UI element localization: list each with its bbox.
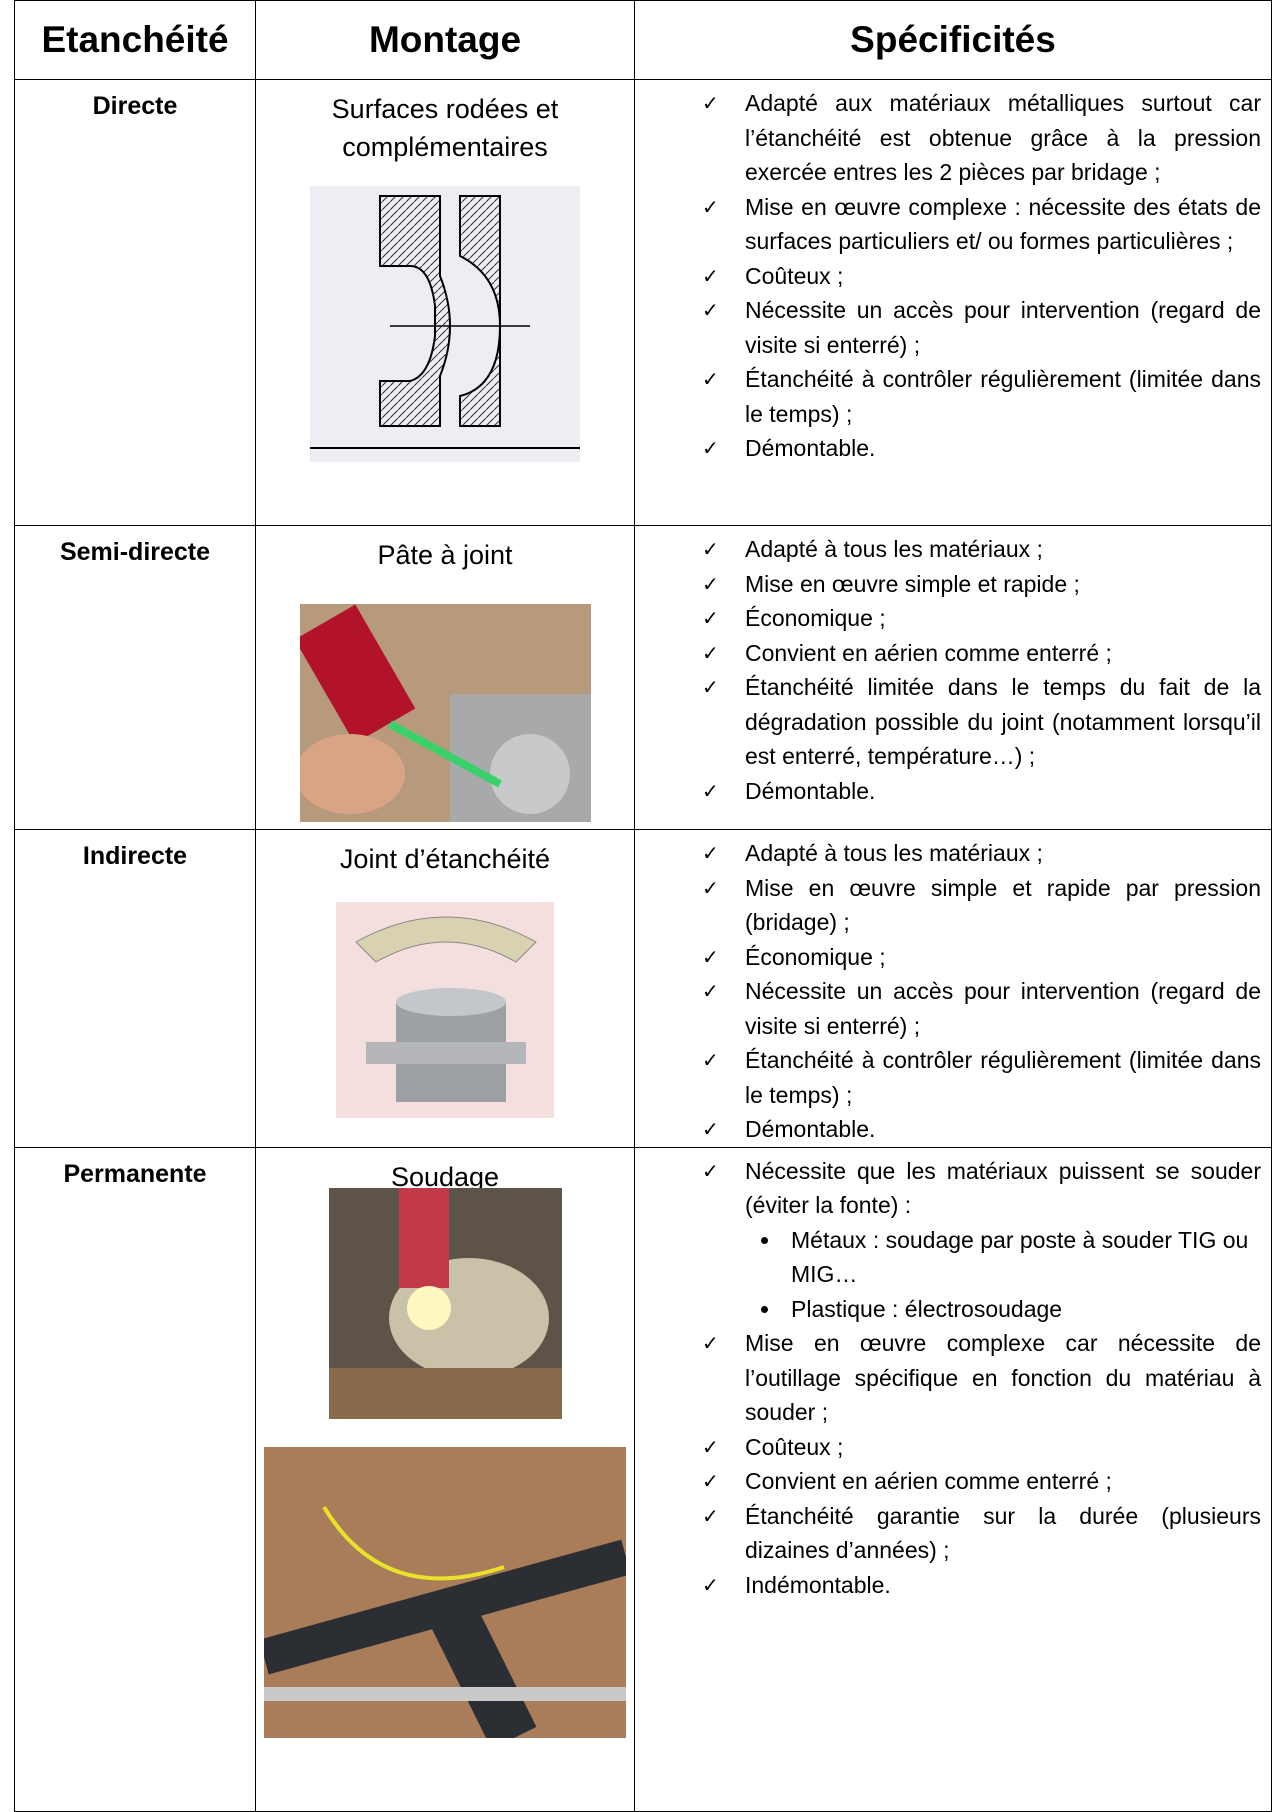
spec-list: Adapté aux matériaux métalliques surtout… — [635, 86, 1261, 466]
montage-text: Soudage — [390, 1161, 500, 1192]
spec-text: Adapté à tous les matériaux ; — [745, 536, 1043, 562]
spec-item: Étanchéité limitée dans le temps du fait… — [702, 670, 1261, 774]
spec-item: Démontable. — [702, 1112, 1261, 1147]
montage-text: Pâte à joint — [377, 540, 513, 570]
spec-item: Mise en œuvre complexe car nécessite de … — [702, 1326, 1261, 1430]
spec-item: Démontable. — [702, 774, 1261, 809]
spec-text: Convient en aérien comme enterré ; — [745, 639, 1112, 666]
header-cell: Montage — [255, 0, 635, 80]
spec-item: Adapté à tous les matériaux ; — [702, 532, 1261, 567]
spec-text: Mise en œuvre complexe : nécessite des é… — [745, 193, 1261, 255]
photo — [328, 1187, 562, 1419]
spec-list: Adapté à tous les matériaux ; Mise en œuv… — [635, 532, 1261, 808]
specs-cell: Nécessite que les matériaux puissent se … — [634, 1146, 1272, 1812]
photo — [299, 604, 591, 822]
spec-item: Nécessite que les matériaux puissent se … — [702, 1154, 1261, 1327]
spec-text: Mise en œuvre simple et rapide par press… — [745, 874, 1261, 936]
spec-item: Adapté aux matériaux métalliques surtout… — [702, 86, 1261, 190]
spec-item: Économique ; — [702, 940, 1261, 975]
row: Directe Surfaces rodées et complémentair… — [14, 79, 1272, 526]
montage-cell: Pâte à joint — [255, 525, 635, 830]
spec-text: Adapté aux matériaux métalliques surtout… — [745, 90, 1261, 185]
sub-item: Métaux : soudage par poste à souder TIG … — [761, 1223, 1261, 1292]
spec-item: Étanchéité garantie sur la durée (plusie… — [702, 1499, 1261, 1568]
spec-text: Adapté à tous les matériaux ; — [745, 840, 1043, 866]
montage-cell: Joint d’étanchéité — [255, 829, 635, 1148]
spec-text: Économique ; — [745, 605, 886, 631]
montage-text: Surfaces rodées et complémentaires — [331, 94, 559, 162]
spec-item: Démontable. — [702, 431, 1261, 466]
spec-text: Mise en œuvre simple et rapide ; — [745, 570, 1080, 597]
spec-item: Nécessite un accès pour intervention (re… — [702, 974, 1261, 1043]
spec-text: Étanchéité à contrôler régulièrement (li… — [745, 1047, 1261, 1108]
spec-item: Coûteux ; — [702, 259, 1261, 294]
sub-list: Métaux : soudage par poste à souder TIG … — [745, 1223, 1261, 1327]
spec-item: Étanchéité à contrôler régulièrement (li… — [702, 362, 1261, 431]
montage-text: Joint d’étanchéité — [339, 844, 551, 874]
type-cell: Semi-directe — [14, 525, 256, 830]
spec-item: Coûteux ; — [702, 1430, 1261, 1465]
spec-item: Adapté à tous les matériaux ; — [702, 836, 1261, 871]
spec-item: Mise en œuvre simple et rapide ; — [702, 567, 1261, 602]
spec-item: Étanchéité à contrôler régulièrement (li… — [702, 1043, 1261, 1112]
montage-cell: Surfaces rodées et complémentaires — [255, 79, 635, 526]
spec-text: Économique ; — [745, 943, 886, 970]
specs-cell: Adapté à tous les matériaux ; Mise en œuv… — [634, 525, 1272, 830]
spec-text: Nécessite un accès pour intervention (re… — [745, 978, 1261, 1039]
spec-text: Indémontable. — [745, 1571, 891, 1598]
type-cell: Directe — [14, 79, 256, 526]
spec-text: Étanchéité garantie sur la durée (plusie… — [745, 1502, 1261, 1564]
spec-item: Indémontable. — [702, 1568, 1261, 1603]
spec-text: Démontable. — [745, 435, 876, 461]
row: Indirecte Joint d’étanchéité Adapté à to… — [14, 829, 1272, 1148]
row: Semi-directe Pâte à joint Adapté à tous … — [14, 525, 1272, 830]
sealing-table: Etanchéité Montage Spécificités Directe … — [14, 0, 1272, 1812]
spec-text: Convient en aérien comme enterré ; — [745, 1468, 1112, 1494]
type-cell: Permanente — [14, 1146, 256, 1812]
spec-item: Économique ; — [702, 601, 1261, 636]
spec-list: Nécessite que les matériaux puissent se … — [635, 1154, 1261, 1603]
photo — [264, 1446, 626, 1738]
sub-item: Plastique : électrosoudage — [761, 1292, 1261, 1327]
diagram-image — [310, 186, 580, 462]
spec-item: Mise en œuvre simple et rapide par press… — [702, 871, 1261, 940]
specs-cell: Adapté à tous les matériaux ; Mise en œuv… — [634, 829, 1272, 1148]
spec-text: Étanchéité à contrôler régulièrement (li… — [745, 366, 1261, 427]
spec-list: Adapté à tous les matériaux ; Mise en œuv… — [635, 836, 1261, 1147]
montage-cell: Soudage — [255, 1146, 635, 1812]
spec-text: Nécessite un accès pour intervention (re… — [745, 297, 1261, 358]
spec-text: Nécessite que les matériaux puissent se … — [745, 1157, 1261, 1219]
spec-text: Mise en œuvre complexe car nécessite de … — [745, 1330, 1261, 1425]
spec-item: Nécessite un accès pour intervention (re… — [702, 293, 1261, 362]
specs-cell: Adapté aux matériaux métalliques surtout… — [634, 79, 1272, 526]
photo — [336, 902, 554, 1118]
spec-text: Démontable. — [745, 777, 876, 804]
spec-item: Convient en aérien comme enterré ; — [702, 636, 1261, 671]
header-row: Etanchéité Montage Spécificités — [14, 0, 1272, 80]
spec-item: Mise en œuvre complexe : nécessite des é… — [702, 190, 1261, 259]
spec-text: Démontable. — [745, 1116, 876, 1142]
row: Permanente Soudage Nécessite que les mat… — [14, 1146, 1272, 1812]
spec-text: Coûteux ; — [745, 1433, 844, 1460]
spec-text: Coûteux ; — [745, 262, 844, 289]
header-cell: Spécificités — [634, 0, 1272, 80]
spec-item: Convient en aérien comme enterré ; — [702, 1464, 1261, 1499]
header-cell: Etanchéité — [14, 0, 256, 80]
spec-text: Étanchéité limitée dans le temps du fait… — [745, 674, 1261, 769]
type-cell: Indirecte — [14, 829, 256, 1148]
